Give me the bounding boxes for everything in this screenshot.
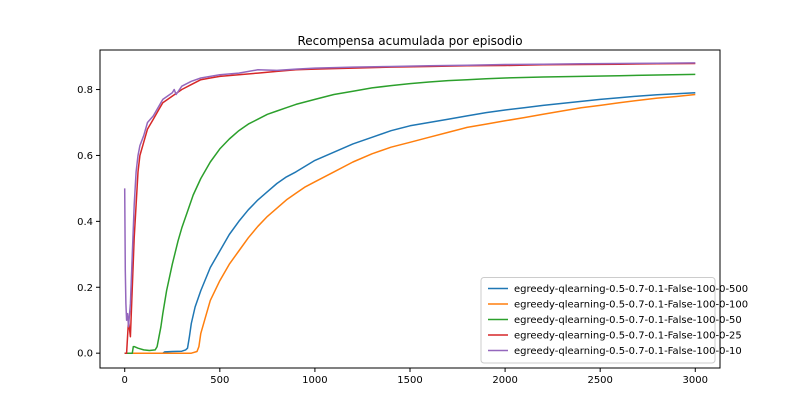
legend-label: egreedy-qlearning-0.5-0.7-0.1-False-100-… xyxy=(514,300,748,311)
y-tick-label: 0.8 xyxy=(77,85,93,96)
x-tick-label: 0 xyxy=(122,375,128,386)
y-tick-label: 0.4 xyxy=(77,217,93,228)
y-tick-label: 0.0 xyxy=(77,349,93,360)
series-line-5 xyxy=(123,62,696,328)
legend-label: egreedy-qlearning-0.5-0.7-0.1-False-100-… xyxy=(514,331,742,342)
legend-label: egreedy-qlearning-0.5-0.7-0.1-False-100-… xyxy=(514,284,748,295)
series-line-1 xyxy=(124,92,696,354)
series-line-3 xyxy=(124,73,696,354)
x-tick-label: 2500 xyxy=(587,375,612,386)
axes-layer: 0 500 1000 1500 2000 2500 3000 0.0 0.2 0.4 0.6 0.8 xyxy=(77,85,708,386)
x-tick-label: 1500 xyxy=(397,375,422,386)
legend-box xyxy=(480,277,716,364)
chart-title: Recompensa acumulada por episodio xyxy=(297,34,522,48)
y-tick-label: 0.6 xyxy=(77,151,93,162)
series-line-2 xyxy=(124,93,696,354)
legend: egreedy-qlearning-0.5-0.7-0.1-False-100-… xyxy=(480,277,748,364)
x-tick-label: 500 xyxy=(210,375,229,386)
legend-label: egreedy-qlearning-0.5-0.7-0.1-False-100-… xyxy=(514,315,742,326)
series-layer xyxy=(123,62,696,354)
y-tick-label: 0.2 xyxy=(77,283,93,294)
x-tick-label: 3000 xyxy=(683,375,708,386)
legend-label: egreedy-qlearning-0.5-0.7-0.1-False-100-… xyxy=(514,346,742,357)
x-tick-label: 1000 xyxy=(302,375,327,386)
x-tick-label: 2000 xyxy=(492,375,517,386)
